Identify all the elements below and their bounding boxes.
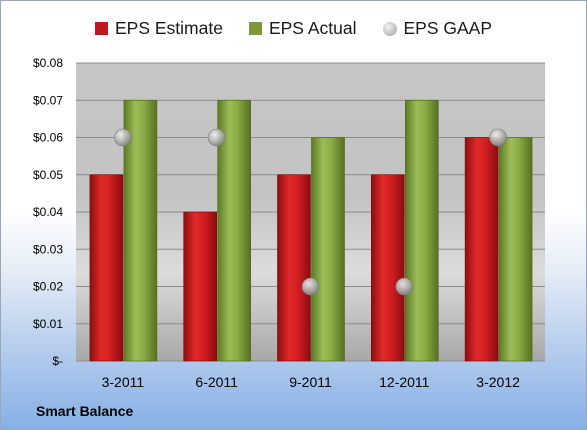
bar-eps-estimate (183, 211, 217, 362)
company-name: Smart Balance (36, 403, 134, 419)
legend-swatch-actual (248, 22, 262, 35)
point-eps-gaap (301, 277, 320, 296)
bar-eps-actual (123, 99, 158, 362)
bar-eps-estimate (89, 174, 124, 362)
legend-label-gaap: EPS GAAP (403, 18, 493, 38)
bar-eps-estimate (464, 137, 499, 362)
point-eps-gaap (489, 128, 507, 147)
x-tick-label: 3-2011 (102, 374, 145, 390)
bars (89, 99, 533, 362)
point-eps-gaap (395, 277, 414, 296)
y-tick-label: $0.05 (33, 168, 63, 182)
legend: EPS Estimate EPS Actual EPS GAAP (1, 18, 586, 39)
legend-label-actual: EPS Actual (268, 18, 357, 38)
y-tick-label: $0.08 (33, 56, 63, 70)
gaap-points (114, 128, 507, 296)
y-tick-label: $0.04 (33, 205, 63, 219)
bar-eps-actual (217, 99, 251, 362)
x-tick-label: 12-2011 (379, 374, 430, 390)
x-axis-labels: 3-2011 6-2011 9-2011 12-2011 3-2012 (102, 374, 520, 390)
bar-eps-actual (498, 137, 533, 362)
bar-eps-actual (404, 99, 439, 362)
x-tick-label: 6-2011 (195, 374, 238, 390)
x-tick-label: 3-2012 (476, 374, 520, 390)
legend-swatch-estimate (94, 22, 108, 35)
y-tick-label: $0.06 (33, 131, 63, 145)
legend-item-estimate: EPS Estimate (94, 18, 223, 39)
y-tick-label: $0.07 (33, 93, 63, 107)
y-tick-label: $0.02 (33, 280, 63, 294)
x-tick-label: 9-2011 (289, 374, 332, 390)
legend-swatch-gaap (382, 21, 397, 36)
bar-eps-actual (311, 137, 345, 362)
y-tick-label: $0.01 (33, 317, 63, 331)
y-axis-ticks: $- $0.01 $0.02 $0.03 $0.04 $0.05 $0.06 $0.07 $0.… (33, 56, 63, 368)
y-tick-label: $- (52, 354, 63, 368)
legend-item-actual: EPS Actual (248, 18, 357, 39)
y-tick-label: $0.03 (33, 242, 63, 256)
bar-eps-estimate (370, 174, 405, 362)
legend-label-estimate: EPS Estimate (114, 18, 223, 38)
point-eps-gaap (114, 128, 132, 147)
legend-item-gaap: EPS GAAP (382, 18, 493, 39)
point-eps-gaap (207, 128, 226, 147)
bar-eps-estimate (277, 174, 311, 362)
